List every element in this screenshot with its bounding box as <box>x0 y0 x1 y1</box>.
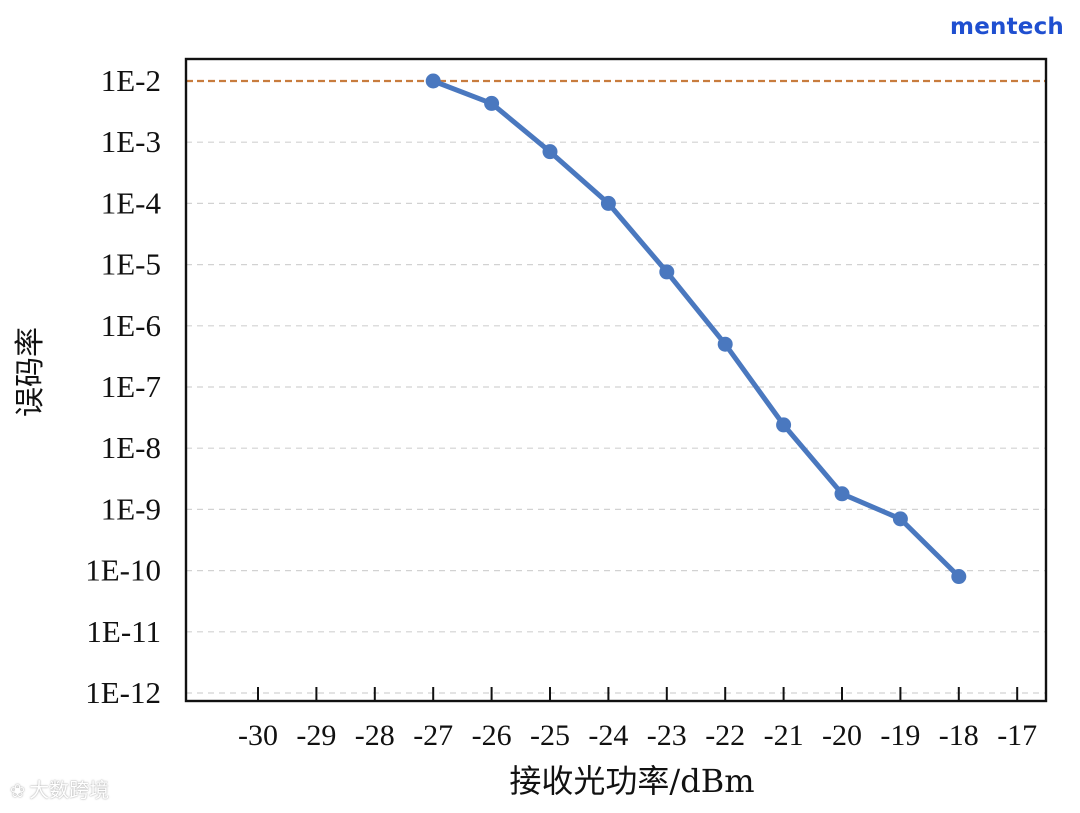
data-point <box>484 95 500 111</box>
x-tick-label: -18 <box>939 719 979 752</box>
data-point <box>600 195 616 211</box>
watermark-text: 大数跨境 <box>29 778 110 802</box>
watermark: ❀ 大数跨境 <box>10 774 109 803</box>
y-tick-label: 1E-10 <box>85 553 161 588</box>
data-point <box>892 511 908 527</box>
y-tick-label: 1E-5 <box>101 247 161 282</box>
data-point <box>834 486 850 502</box>
x-tick-label: -22 <box>705 719 745 752</box>
y-tick-label: 1E-7 <box>101 369 161 404</box>
data-point <box>425 73 441 89</box>
y-tick-label: 1E-9 <box>101 491 161 526</box>
y-tick-label: 1E-11 <box>86 614 161 649</box>
brand-logo: mentech <box>950 14 1064 40</box>
y-tick-label: 1E-12 <box>85 675 161 710</box>
x-axis-label: 接收光功率/dBm <box>509 762 754 800</box>
data-point <box>717 336 733 352</box>
y-tick-label: 1E-4 <box>101 185 162 220</box>
x-tick-label: -25 <box>530 719 570 752</box>
data-point <box>776 417 792 433</box>
data-point <box>659 264 675 280</box>
x-tick-label: -29 <box>296 719 336 752</box>
y-axis-label: 误码率 <box>13 327 48 417</box>
y-tick-label: 1E-3 <box>101 124 161 159</box>
y-tick-label: 1E-2 <box>101 63 161 98</box>
x-tick-label: -20 <box>822 719 862 752</box>
x-tick-label: -24 <box>588 719 628 752</box>
data-point <box>542 144 558 160</box>
brand-logo-icon: ❀ <box>10 781 26 802</box>
x-tick-label: -28 <box>355 719 395 752</box>
y-tick-label: 1E-8 <box>101 430 161 465</box>
x-tick-label: -23 <box>647 719 687 752</box>
x-tick-label: -19 <box>880 719 920 752</box>
series-line <box>430 78 962 579</box>
x-tick-label: -30 <box>238 719 278 752</box>
x-tick-label: -17 <box>997 719 1037 752</box>
y-tick-label: 1E-6 <box>101 308 161 343</box>
data-point <box>951 569 967 585</box>
x-tick-label: -26 <box>472 719 512 752</box>
plot-frame <box>184 57 1048 703</box>
x-tick-label: -27 <box>413 719 453 752</box>
x-tick-label: -21 <box>764 719 804 752</box>
